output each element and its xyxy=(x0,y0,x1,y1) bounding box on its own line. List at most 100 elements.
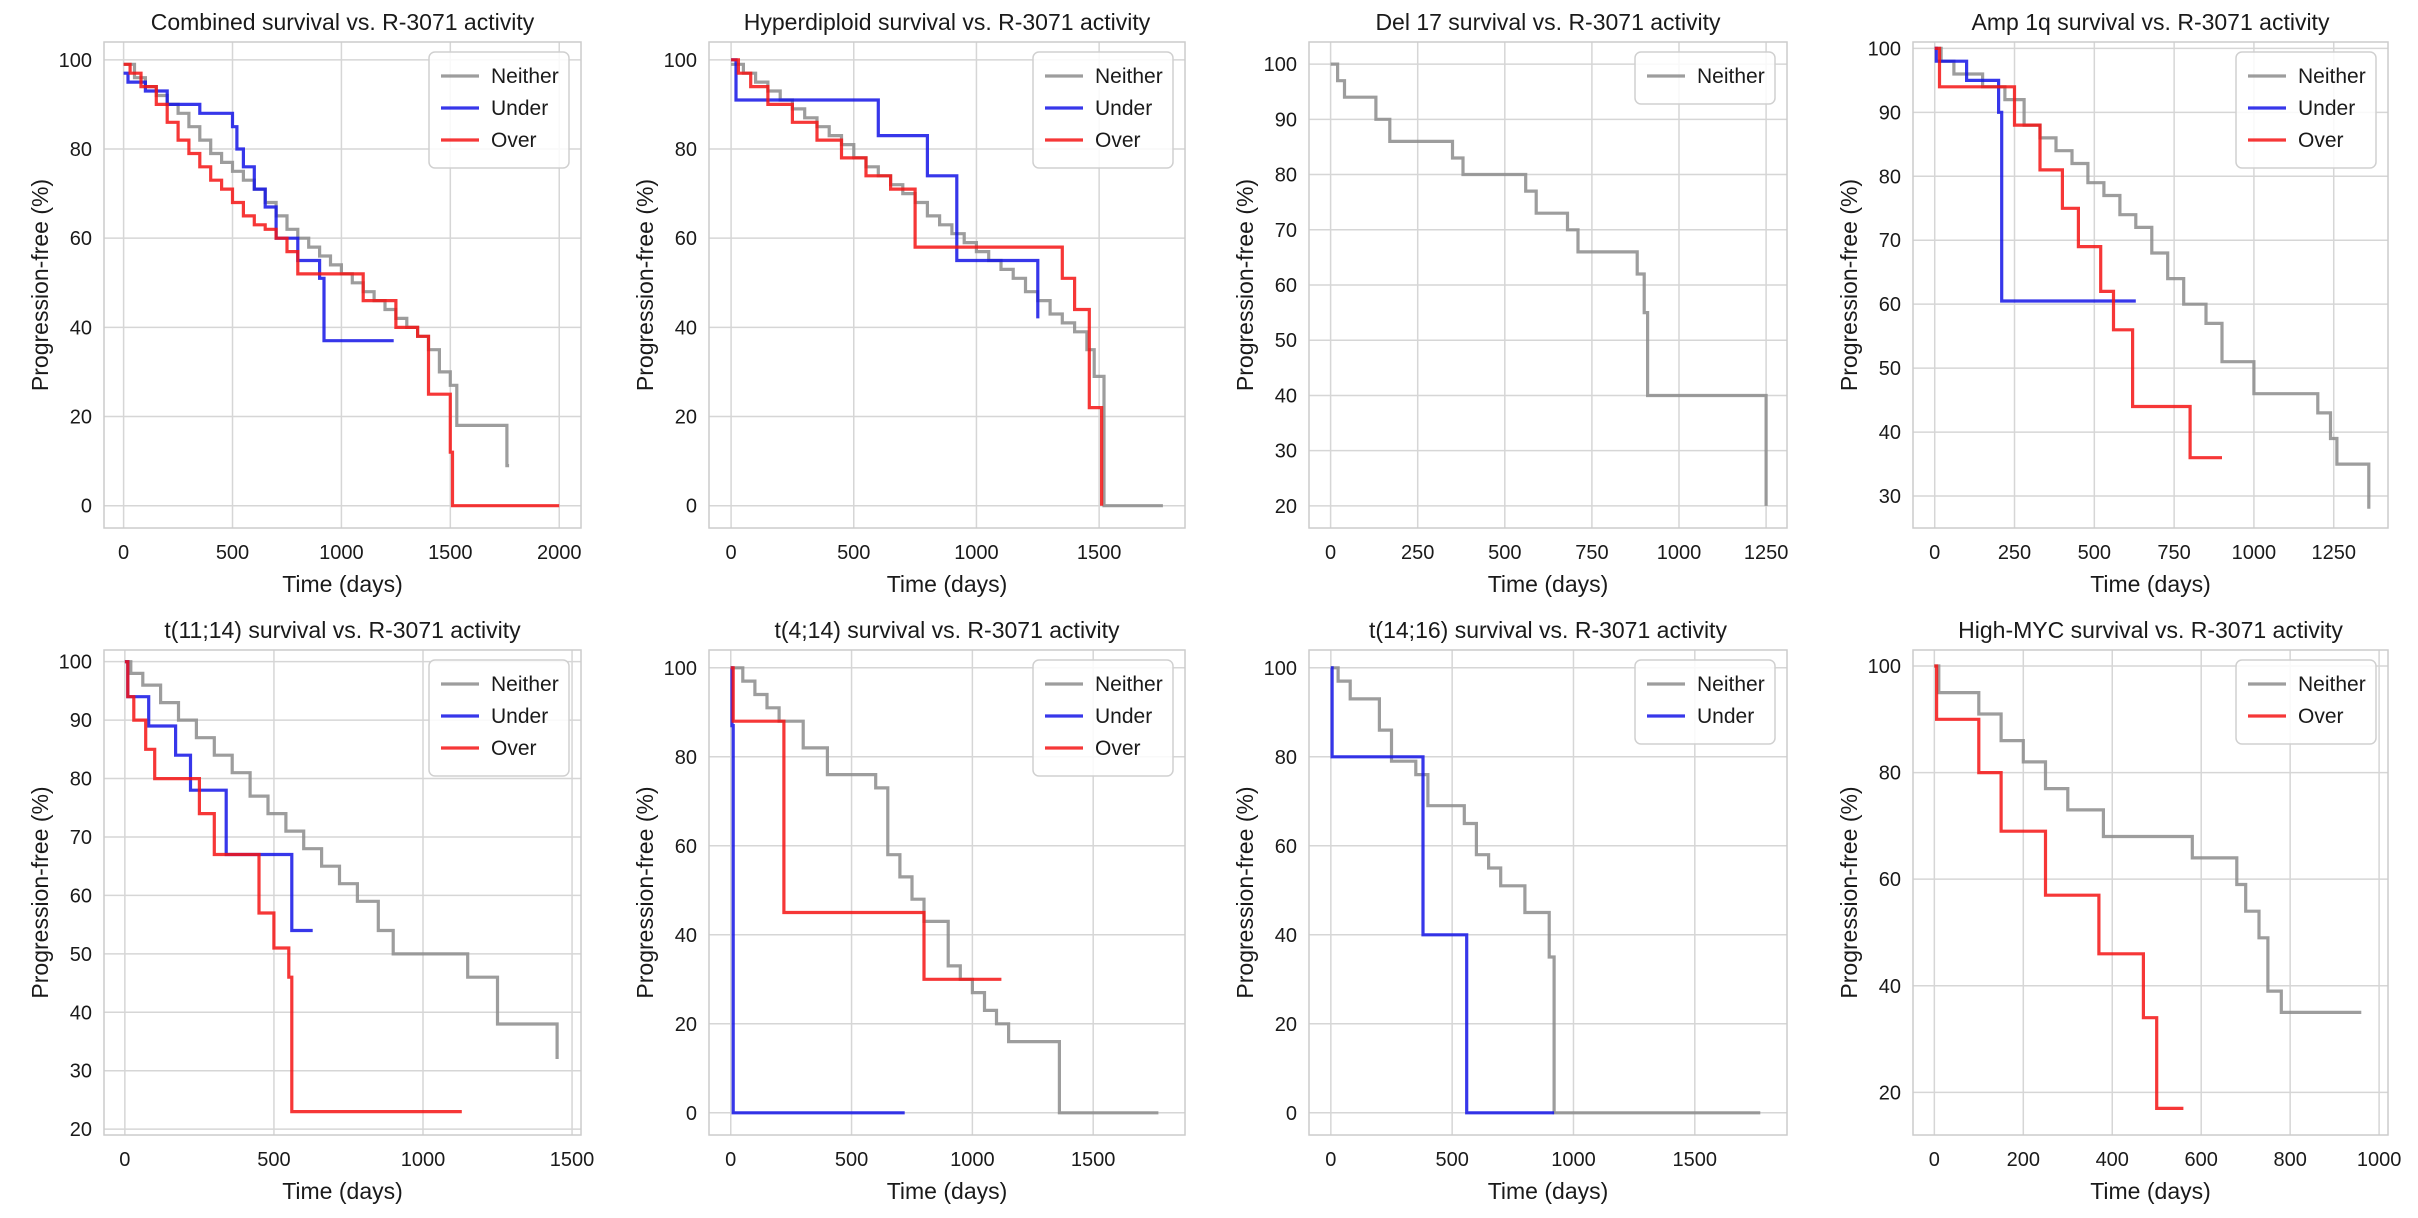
x-tick-label: 750 xyxy=(1575,542,1608,564)
y-tick-label: 100 xyxy=(59,652,92,674)
y-tick-label: 90 xyxy=(1275,109,1297,131)
chart-title: High-MYC survival vs. R-3071 activity xyxy=(1958,617,2343,643)
x-axis-label: Time (days) xyxy=(887,1178,1008,1204)
legend-label: Under xyxy=(491,705,548,728)
chart-panel-8: 0 200 400 600 800 1000 20 40 60 80 100 High-MYC sur… xyxy=(1836,617,2401,1204)
x-tick-label: 1000 xyxy=(1657,542,1702,564)
y-tick-label: 60 xyxy=(675,228,697,250)
x-tick-label: 500 xyxy=(257,1149,290,1171)
y-tick-label: 80 xyxy=(1275,747,1297,769)
legend-label: Neither xyxy=(1095,673,1163,696)
x-tick-label: 250 xyxy=(1998,542,2031,564)
legend-box xyxy=(2235,659,2377,745)
legend-label: Over xyxy=(1095,737,1141,760)
y-tick-label: 60 xyxy=(1879,294,1901,316)
y-tick-label: 60 xyxy=(1275,275,1297,297)
y-tick-label: 50 xyxy=(70,944,92,966)
legend-label: Over xyxy=(2298,705,2344,728)
plot-frame xyxy=(1912,41,2389,529)
y-tick-label: 40 xyxy=(1275,925,1297,947)
x-axis-label: Time (days) xyxy=(2090,1178,2211,1204)
legend: Neither Under Over xyxy=(2235,51,2377,169)
series-line-neither xyxy=(1330,62,1768,506)
x-tick-label: 500 xyxy=(837,542,870,564)
legend-label: Over xyxy=(491,737,537,760)
plot-frame xyxy=(708,649,1186,1136)
series-line-over xyxy=(1934,664,2184,1110)
y-tick-label: 30 xyxy=(1879,486,1901,508)
legend: Neither Under Over xyxy=(428,659,570,777)
x-tick-label: 1250 xyxy=(1744,542,1789,564)
x-tick-label: 500 xyxy=(2078,542,2111,564)
y-tick-label: 70 xyxy=(1879,230,1901,252)
y-tick-label: 100 xyxy=(1264,658,1297,680)
plot-frame xyxy=(1308,41,1788,529)
y-tick-label: 0 xyxy=(686,496,697,518)
x-tick-label: 1000 xyxy=(1551,1149,1596,1171)
y-axis-label: Progression-free (%) xyxy=(1836,179,1862,391)
y-tick-label: 40 xyxy=(70,317,92,339)
legend: Neither xyxy=(1634,51,1776,105)
y-tick-label: 0 xyxy=(686,1103,697,1125)
chart-panel-3: 0 250 500 750 1000 1250 20 30 40 50 60 70 80 90 100 Del… xyxy=(1232,9,1788,597)
x-tick-label: 200 xyxy=(2007,1149,2040,1171)
y-tick-label: 30 xyxy=(1275,441,1297,463)
x-tick-label: 0 xyxy=(1929,542,1940,564)
plot-frame xyxy=(1308,649,1788,1136)
y-tick-label: 100 xyxy=(1264,54,1297,76)
series-line-over xyxy=(731,58,1104,506)
x-axis-label: Time (days) xyxy=(2090,571,2211,597)
y-tick-label: 20 xyxy=(70,407,92,429)
y-tick-label: 80 xyxy=(70,139,92,161)
y-tick-label: 80 xyxy=(1879,763,1901,785)
x-tick-label: 500 xyxy=(835,1149,868,1171)
y-tick-label: 0 xyxy=(1286,1103,1297,1125)
x-tick-label: 250 xyxy=(1401,542,1434,564)
y-tick-label: 80 xyxy=(1879,166,1901,188)
chart-title: Combined survival vs. R-3071 activity xyxy=(151,9,535,35)
y-tick-label: 90 xyxy=(1879,102,1901,124)
y-tick-label: 60 xyxy=(1275,836,1297,858)
legend: Neither Under Over xyxy=(1032,51,1174,169)
legend: Neither Under xyxy=(1634,659,1776,745)
legend-label: Under xyxy=(1095,97,1152,120)
legend-label: Under xyxy=(1697,705,1754,728)
y-tick-label: 50 xyxy=(1275,330,1297,352)
chart-title: Hyperdiploid survival vs. R-3071 activit… xyxy=(744,9,1151,35)
x-axis-label: Time (days) xyxy=(1488,1178,1609,1204)
series-line-neither xyxy=(1934,46,2371,509)
legend: Neither Over xyxy=(2235,659,2377,745)
x-tick-label: 1000 xyxy=(950,1149,995,1171)
y-tick-label: 40 xyxy=(70,1002,92,1024)
x-tick-label: 1250 xyxy=(2311,542,2356,564)
x-tick-label: 0 xyxy=(725,1149,736,1171)
x-tick-label: 1500 xyxy=(1071,1149,1116,1171)
legend-label: Neither xyxy=(491,673,559,696)
x-tick-label: 1500 xyxy=(1077,542,1122,564)
y-tick-label: 100 xyxy=(664,658,697,680)
y-tick-label: 40 xyxy=(675,925,697,947)
chart-title: t(14;16) survival vs. R-3071 activity xyxy=(1369,617,1727,643)
y-tick-label: 80 xyxy=(675,139,697,161)
series-line-over xyxy=(123,62,560,508)
series-line-over xyxy=(730,666,1002,981)
x-tick-label: 600 xyxy=(2185,1149,2218,1171)
x-tick-label: 1500 xyxy=(1673,1149,1718,1171)
chart-panel-4: 0 250 500 750 1000 1250 30 40 50 60 70 80 90 100 Amp 1… xyxy=(1836,9,2389,597)
x-tick-label: 1000 xyxy=(319,542,364,564)
x-tick-label: 0 xyxy=(119,1149,130,1171)
x-tick-label: 0 xyxy=(1929,1149,1940,1171)
y-tick-label: 100 xyxy=(664,50,697,72)
y-axis-label: Progression-free (%) xyxy=(27,179,53,391)
series-line-over xyxy=(1934,46,2222,460)
legend-label: Neither xyxy=(2298,65,2366,88)
y-tick-label: 0 xyxy=(81,496,92,518)
y-axis-label: Progression-free (%) xyxy=(632,786,658,998)
y-tick-label: 50 xyxy=(1879,358,1901,380)
legend: Neither Under Over xyxy=(1032,659,1174,777)
series-line-under xyxy=(1330,666,1555,1115)
plot-frame xyxy=(1912,649,2389,1136)
x-tick-label: 500 xyxy=(216,542,249,564)
y-axis-label: Progression-free (%) xyxy=(1232,179,1258,391)
